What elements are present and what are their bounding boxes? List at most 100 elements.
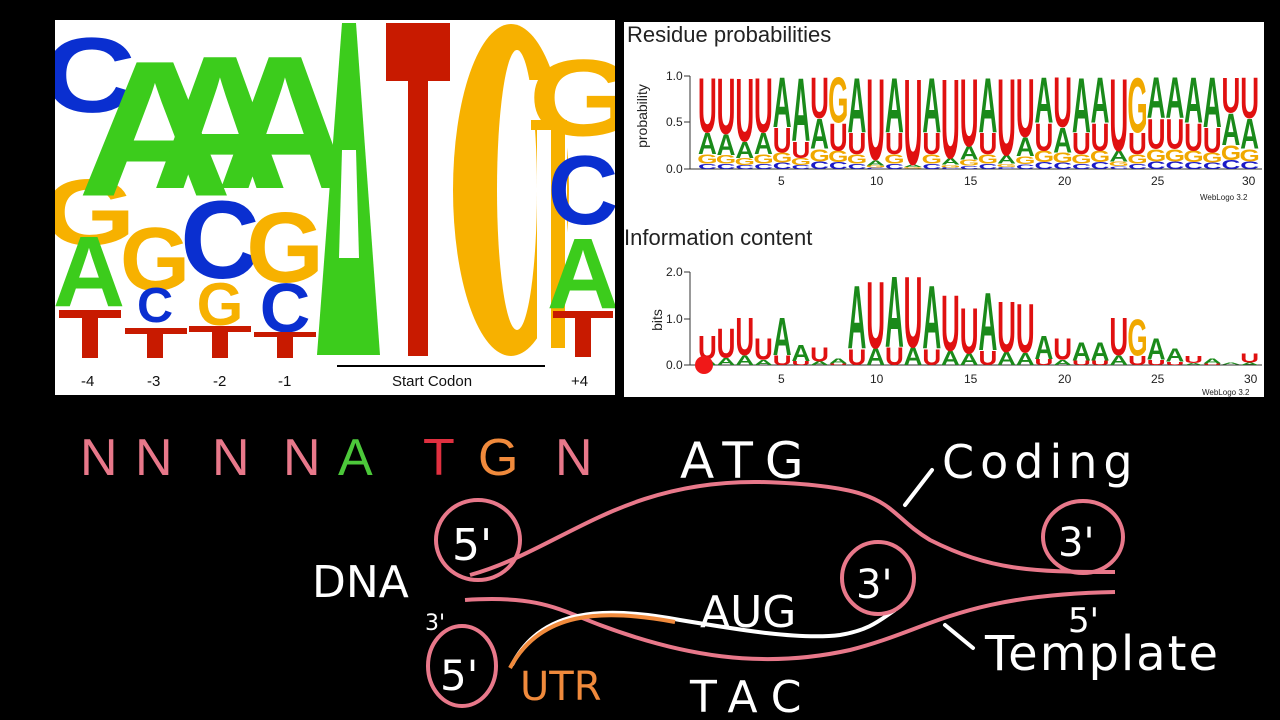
logo-letter: A bbox=[1222, 362, 1241, 365]
logo-letter: U bbox=[1147, 359, 1166, 367]
logo-column-minus1: A G C bbox=[216, 20, 354, 358]
logo-letter: G bbox=[716, 153, 736, 166]
logo-letter: A bbox=[791, 341, 810, 366]
logo-letter: U bbox=[1240, 351, 1259, 365]
svg-text:G: G bbox=[120, 210, 190, 310]
three-prime-label: 3' bbox=[856, 562, 892, 608]
logo-letter: A bbox=[773, 307, 792, 368]
svg-text:A: A bbox=[55, 216, 125, 328]
logo-column-start-G bbox=[453, 24, 577, 356]
logo-letter: U bbox=[1203, 363, 1222, 365]
xtick: 15 bbox=[964, 174, 978, 188]
sequence-letter: N bbox=[555, 429, 593, 487]
logo-letter: U bbox=[866, 55, 885, 185]
logo-letter: U bbox=[997, 287, 1016, 368]
ytick: 2.0 bbox=[666, 265, 683, 279]
weblogo-credit: WebLogo 3.2 bbox=[1202, 388, 1250, 397]
logo-letter: A bbox=[735, 353, 754, 368]
logo-letter: U bbox=[1109, 57, 1128, 172]
xtick: 30 bbox=[1244, 372, 1258, 386]
dna-label: DNA bbox=[312, 557, 409, 608]
sequence-letter: T bbox=[423, 429, 455, 487]
logo-letter: U bbox=[1053, 332, 1072, 367]
logo-letter: C bbox=[1147, 160, 1166, 172]
logo-letter: U bbox=[848, 127, 867, 162]
logo-letter: U bbox=[1184, 115, 1203, 158]
logo-letter: U bbox=[754, 63, 773, 149]
logo-letter: A bbox=[1147, 332, 1166, 367]
logo-letter: U bbox=[1091, 360, 1110, 367]
svg-text:G: G bbox=[529, 36, 615, 159]
mrna-strand bbox=[510, 608, 897, 666]
logo-letter: U bbox=[1222, 68, 1241, 123]
logo-letter: A bbox=[1035, 65, 1054, 137]
logo-letter: G bbox=[753, 152, 773, 166]
logo-letter: A bbox=[885, 63, 904, 149]
xtick: 15 bbox=[964, 372, 978, 386]
logo-letter: U bbox=[829, 115, 848, 158]
logo-letter: U bbox=[810, 65, 829, 131]
logo-letter: A bbox=[1035, 330, 1054, 367]
logo-letter: G bbox=[1183, 147, 1203, 166]
three-prime-label: 3' bbox=[1058, 520, 1094, 566]
logo-letter: U bbox=[1184, 354, 1203, 365]
information-content-title: Information content bbox=[624, 225, 813, 250]
ytick: 0.0 bbox=[666, 358, 683, 372]
logo-letter: A bbox=[1053, 121, 1072, 161]
logo-letter: G bbox=[828, 147, 848, 166]
svg-text:C: C bbox=[180, 179, 259, 302]
logo-letter: A bbox=[1109, 148, 1128, 165]
logo-letter: U bbox=[717, 61, 736, 151]
logo-letter: G bbox=[940, 164, 960, 168]
utr-label: UTR bbox=[520, 664, 602, 710]
logo-letter: G bbox=[1146, 145, 1166, 165]
logo-letter: A bbox=[960, 142, 979, 164]
logo-letter: C bbox=[885, 163, 904, 171]
logo-letter: G bbox=[1202, 150, 1222, 166]
logo-letter: C bbox=[698, 163, 717, 171]
logo-letter: A bbox=[1109, 353, 1128, 368]
logo-letter: G bbox=[1015, 155, 1035, 167]
logo-letter: U bbox=[717, 322, 736, 367]
logo-column-plus4: G C A bbox=[529, 36, 615, 357]
logo-letter: A bbox=[1165, 346, 1184, 366]
logo-letter: U bbox=[773, 353, 792, 368]
logo-letter: A bbox=[978, 276, 997, 368]
logo-letter: U bbox=[960, 296, 979, 368]
logo-letter: A bbox=[978, 63, 997, 149]
logo-letter: U bbox=[1072, 360, 1091, 367]
xtick: 25 bbox=[1151, 174, 1165, 188]
logo-letter: C bbox=[997, 166, 1016, 169]
kozak-logo-graphic: C G A A G C A C G A G C bbox=[55, 20, 615, 367]
logo-letter: G bbox=[884, 152, 904, 166]
logo-letter: C bbox=[1184, 161, 1203, 172]
logo-letter: C bbox=[717, 163, 736, 171]
logo-letter: U bbox=[997, 56, 1016, 178]
logo-letter: A bbox=[1184, 363, 1203, 366]
logo-letter: A bbox=[848, 63, 867, 149]
logo-letter: U bbox=[922, 346, 941, 371]
logo-letter: C bbox=[978, 163, 997, 171]
template-codon-label: TAC bbox=[689, 672, 816, 720]
logo-letter: A bbox=[997, 154, 1016, 167]
logo-letter: A bbox=[754, 359, 773, 367]
logo-letter: G bbox=[922, 152, 942, 166]
position-label: +4 bbox=[571, 373, 589, 390]
logo-letter: U bbox=[1035, 358, 1054, 367]
logo-letter: U bbox=[1016, 290, 1035, 368]
logo-letter: G bbox=[1053, 150, 1073, 166]
logo-letter: A bbox=[791, 61, 810, 162]
logo-letter: U bbox=[978, 347, 997, 370]
xtick: 20 bbox=[1058, 174, 1072, 188]
coding-codon-label: ATG bbox=[680, 432, 816, 490]
logo-letter: U bbox=[829, 363, 848, 365]
coding-pointer-line bbox=[903, 468, 934, 507]
sequence-letter: N bbox=[135, 429, 173, 487]
logo-letter: C bbox=[1091, 161, 1110, 172]
xtick: 20 bbox=[1058, 372, 1072, 386]
logo-letter: U bbox=[1165, 361, 1184, 366]
logo-letter: A bbox=[717, 356, 736, 367]
logo-letter: C bbox=[1165, 160, 1184, 172]
logo-letter: U bbox=[754, 332, 773, 367]
logo-letter: U bbox=[1128, 127, 1147, 162]
